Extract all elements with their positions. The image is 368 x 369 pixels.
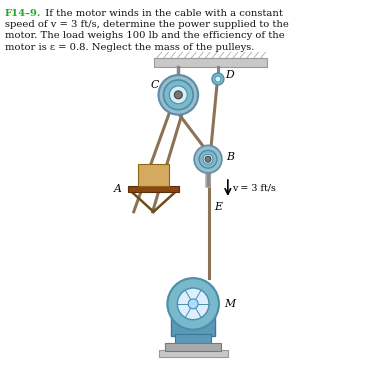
FancyBboxPatch shape xyxy=(175,334,211,345)
Circle shape xyxy=(159,75,198,115)
Circle shape xyxy=(205,156,211,162)
Text: M: M xyxy=(224,299,235,309)
Circle shape xyxy=(203,154,213,164)
Text: motor. The load weighs 100 lb and the efficiency of the: motor. The load weighs 100 lb and the ef… xyxy=(5,31,285,41)
Circle shape xyxy=(199,150,217,168)
Text: B: B xyxy=(226,152,234,162)
FancyBboxPatch shape xyxy=(171,308,215,335)
Text: F14–9.: F14–9. xyxy=(5,8,41,18)
FancyBboxPatch shape xyxy=(128,186,179,192)
Text: D: D xyxy=(225,70,234,80)
Circle shape xyxy=(169,86,187,104)
Circle shape xyxy=(188,299,198,309)
Text: A: A xyxy=(114,184,122,194)
Text: motor is ε = 0.8. Neglect the mass of the pulleys.: motor is ε = 0.8. Neglect the mass of th… xyxy=(5,43,254,52)
Circle shape xyxy=(167,278,219,330)
Circle shape xyxy=(215,76,221,82)
Text: C: C xyxy=(151,80,159,90)
FancyBboxPatch shape xyxy=(153,58,268,67)
FancyBboxPatch shape xyxy=(166,344,221,351)
Circle shape xyxy=(163,80,193,110)
Text: v = 3 ft/s: v = 3 ft/s xyxy=(232,183,276,193)
Text: speed of v = 3 ft/s, determine the power supplied to the: speed of v = 3 ft/s, determine the power… xyxy=(5,20,289,29)
FancyBboxPatch shape xyxy=(159,351,228,357)
Text: E: E xyxy=(214,202,222,212)
Circle shape xyxy=(177,288,209,320)
Circle shape xyxy=(212,73,224,85)
Circle shape xyxy=(194,145,222,173)
Text: If the motor winds in the cable with a constant: If the motor winds in the cable with a c… xyxy=(39,8,283,18)
Circle shape xyxy=(174,91,182,99)
FancyBboxPatch shape xyxy=(138,164,169,186)
